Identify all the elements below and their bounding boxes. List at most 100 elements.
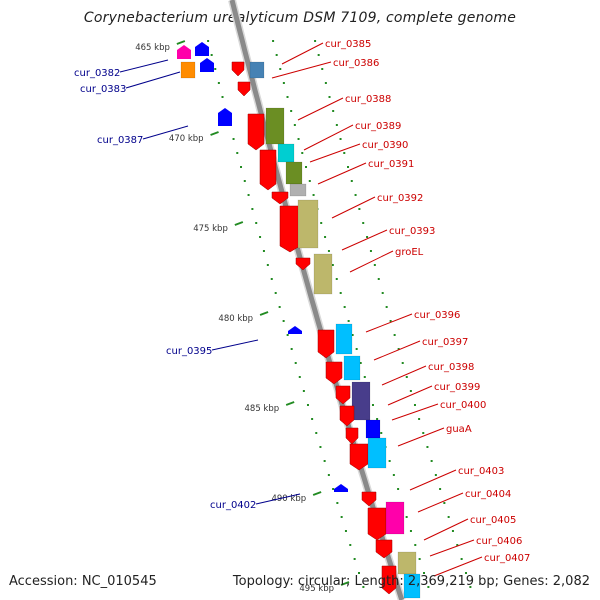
tick-dot: [451, 530, 454, 532]
tick-dot: [371, 404, 374, 406]
gene-label: cur_0403: [458, 466, 504, 477]
tick-dot: [369, 250, 372, 252]
label-leader-line: [125, 71, 181, 89]
tick-label: 480 kbp: [218, 314, 253, 324]
tick-dot: [355, 348, 358, 350]
tick-dot: [279, 68, 282, 70]
tick-dot: [401, 362, 404, 364]
gene-label: cur_0386: [333, 58, 379, 69]
forward-gene: [345, 427, 359, 445]
tick-dot: [293, 124, 296, 126]
tick-dot: [332, 488, 335, 490]
tick-dot: [286, 334, 289, 336]
tick-layer: 465 kbp 470 kbp 475 kbp 480 kbp 485 kbp 490 k…: [135, 40, 472, 594]
tick-dot: [311, 418, 314, 420]
tick-dot: [349, 544, 352, 546]
forward-gene: [339, 405, 355, 427]
tick-dot: [319, 446, 322, 448]
tick-mark: [340, 581, 350, 586]
tick-dot: [339, 292, 342, 294]
reverse-gene: [334, 484, 348, 492]
gene-label: cur_0398: [428, 362, 474, 373]
tick-label: 470 kbp: [169, 134, 204, 144]
label-leader-line: [433, 556, 483, 577]
tick-label: 495 kbp: [299, 584, 334, 594]
tick-mark: [210, 131, 219, 136]
label-leader-line: [142, 125, 189, 140]
gene-label: cur_0396: [414, 310, 460, 321]
gene-label: cur_0382: [74, 68, 120, 79]
forward-gene: [361, 491, 377, 507]
gene-label: cur_0404: [465, 489, 511, 500]
tick-dot: [392, 474, 395, 476]
forward-gene: [237, 81, 251, 97]
label-leader-line: [331, 196, 376, 219]
tick-dot: [377, 278, 380, 280]
gene-label: cur_0388: [345, 94, 391, 105]
label-leader-line: [381, 365, 427, 386]
label-leader-line: [255, 493, 301, 505]
tick-dot: [460, 558, 463, 560]
label-leader-line: [387, 385, 433, 406]
cog-feature: [351, 381, 371, 421]
tick-dot: [439, 488, 442, 490]
tick-dot: [366, 236, 369, 238]
tick-dot: [214, 68, 217, 70]
tick-dot: [343, 306, 346, 308]
tick-dot: [272, 40, 275, 42]
tick-mark: [285, 401, 295, 406]
forward-gene: [317, 329, 335, 359]
tick-dot: [247, 194, 250, 196]
gene-label: groEL: [395, 247, 424, 258]
cog-feature: [367, 437, 387, 469]
tick-dot: [327, 250, 330, 252]
label-leader-line: [119, 59, 169, 73]
tick-dot: [324, 82, 327, 84]
tick-dot: [306, 404, 309, 406]
tick-mark: [312, 491, 322, 496]
cog-feature: [265, 107, 285, 145]
tick-dot: [298, 376, 301, 378]
gene-label: cur_0385: [325, 39, 371, 50]
forward-gene: [271, 191, 289, 205]
tick-dot: [275, 54, 278, 56]
cog-feature: [313, 253, 333, 295]
tick-label: 465 kbp: [135, 43, 170, 53]
tick-dot: [339, 138, 342, 140]
tick-dot: [422, 432, 425, 434]
cog-feature: [335, 323, 353, 355]
tick-dot: [343, 152, 346, 154]
tick-dot: [323, 460, 326, 462]
forward-gene: [367, 507, 387, 541]
tick-mark: [259, 311, 269, 316]
tick-dot: [357, 572, 360, 574]
tick-dot: [308, 180, 311, 182]
tick-dot: [426, 446, 429, 448]
cog-feature: [403, 573, 421, 599]
tick-dot: [447, 516, 450, 518]
forward-gene: [325, 361, 343, 385]
forward-gene: [231, 61, 245, 77]
tick-dot: [336, 502, 339, 504]
tick-dot: [335, 124, 338, 126]
tick-mark: [176, 40, 186, 45]
label-leader-line: [397, 427, 445, 447]
tick-dot: [314, 40, 317, 42]
tick-dot: [320, 222, 323, 224]
tick-dot: [259, 236, 262, 238]
gene-label: cur_0395: [166, 346, 212, 357]
tick-dot: [255, 222, 258, 224]
gene-label: cur_0407: [484, 553, 530, 564]
tick-dot: [469, 586, 472, 588]
tick-dot: [290, 110, 293, 112]
tick-dot: [422, 572, 425, 574]
tick-dot: [418, 558, 421, 560]
tick-dot: [397, 348, 400, 350]
label-leader-line: [297, 97, 344, 121]
cog-feature: [249, 61, 265, 79]
tick-dot: [335, 278, 338, 280]
cog-feature: [365, 419, 381, 439]
reverse-gene: [218, 108, 232, 126]
tick-dot: [315, 432, 318, 434]
